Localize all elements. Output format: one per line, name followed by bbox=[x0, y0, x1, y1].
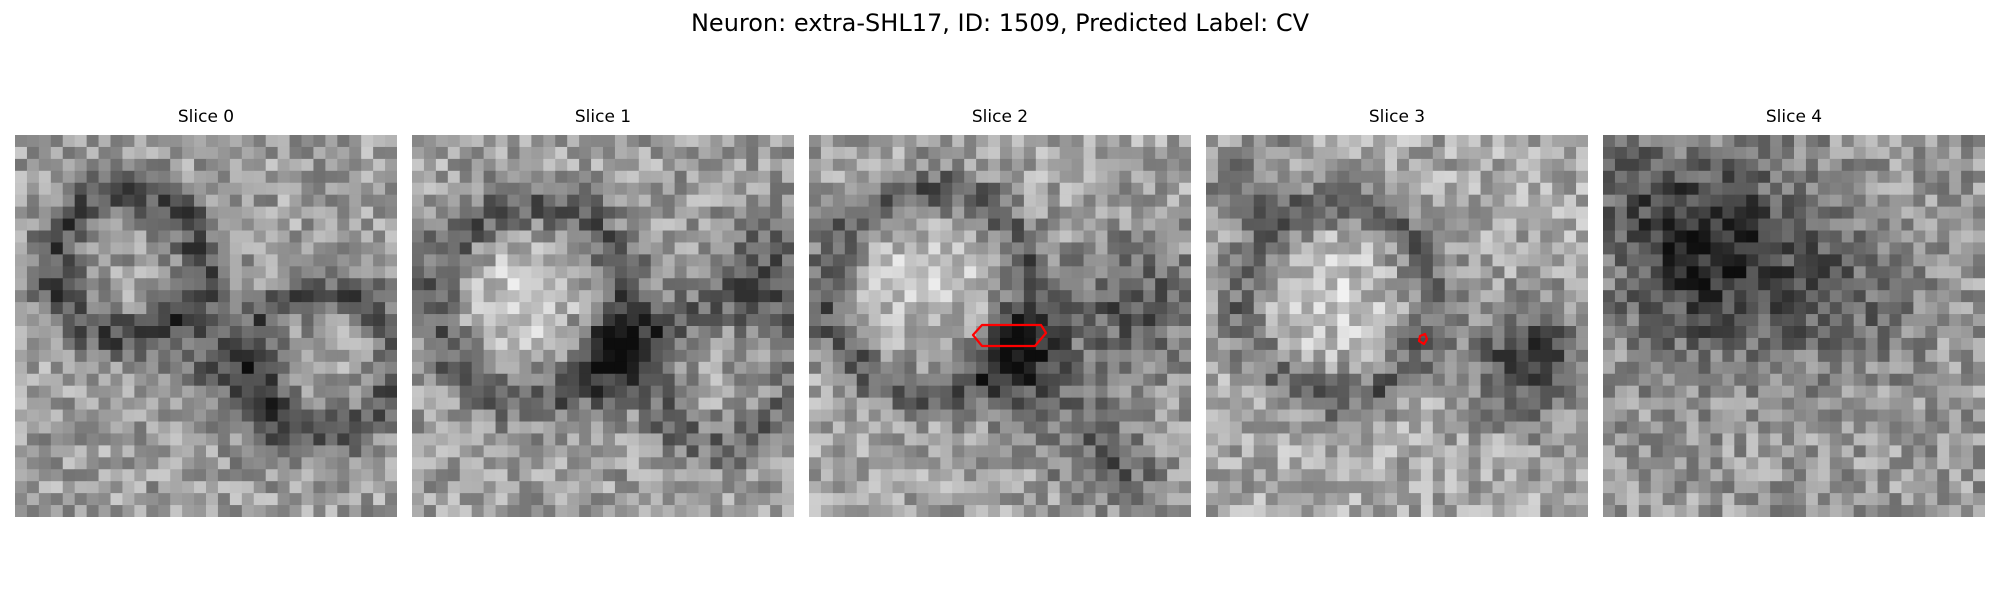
pixel-grid bbox=[412, 135, 794, 517]
slice-title: Slice 4 bbox=[1765, 107, 1823, 127]
slice-title: Slice 1 bbox=[574, 107, 632, 127]
slice-image bbox=[809, 135, 1191, 517]
pixel-grid bbox=[1206, 135, 1588, 517]
slice-image bbox=[1206, 135, 1588, 517]
slice-image bbox=[1603, 135, 1985, 517]
pixel-grid bbox=[1603, 135, 1985, 517]
slice-title: Slice 3 bbox=[1368, 107, 1426, 127]
pixel-grid bbox=[15, 135, 397, 517]
slice-image bbox=[15, 135, 397, 517]
pixel-grid bbox=[809, 135, 1191, 517]
segmentation-contour bbox=[971, 323, 1048, 348]
slice-title: Slice 0 bbox=[177, 107, 235, 127]
segmentation-contour bbox=[1417, 332, 1429, 346]
slice-title: Slice 2 bbox=[971, 107, 1029, 127]
slice-image bbox=[412, 135, 794, 517]
figure-title: Neuron: extra-SHL17, ID: 1509, Predicted… bbox=[690, 9, 1310, 37]
